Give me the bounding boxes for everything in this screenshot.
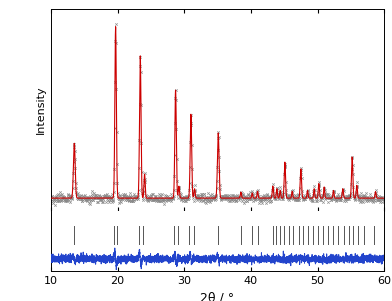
X-axis label: 2θ / °: 2θ / °	[200, 291, 235, 301]
Y-axis label: Intensity: Intensity	[35, 85, 45, 134]
